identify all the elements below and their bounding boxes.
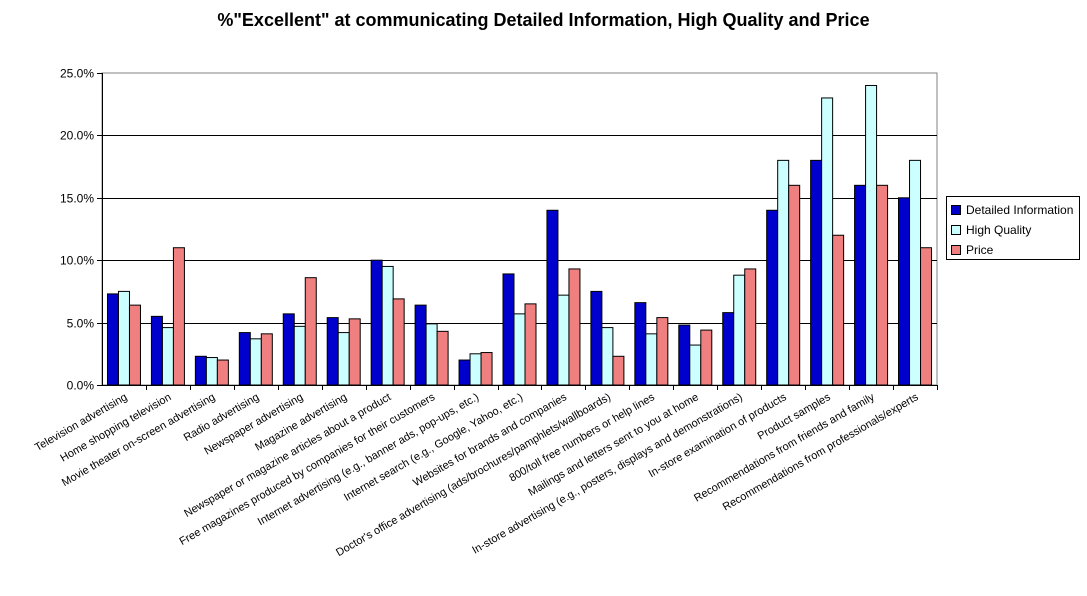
bar-high-quality <box>513 313 526 386</box>
bar-detailed-information <box>414 304 427 386</box>
bar-high-quality <box>381 265 394 386</box>
legend-item-price: Price <box>951 240 1079 260</box>
legend-item-high-quality: High Quality <box>951 220 1079 240</box>
bar-detailed-information <box>150 315 163 386</box>
bar-detailed-information <box>722 312 735 386</box>
bar-price <box>348 318 361 386</box>
bar-price <box>128 304 141 386</box>
bar-price <box>216 359 229 386</box>
legend-label-high-quality: High Quality <box>966 223 1032 237</box>
bar-detailed-information <box>282 313 295 386</box>
legend-label-price: Price <box>966 243 994 257</box>
bar-high-quality <box>733 274 746 386</box>
bar-detailed-information <box>898 197 911 386</box>
bar-price <box>480 352 493 386</box>
bar-detailed-information <box>106 293 119 386</box>
bar-price <box>920 247 933 386</box>
bar-high-quality <box>249 338 262 386</box>
bar-price <box>436 330 449 386</box>
bar-high-quality <box>645 333 658 386</box>
y-tick-label: 25.0% <box>60 67 94 81</box>
bar-detailed-information <box>678 324 691 386</box>
bar-price <box>744 268 757 386</box>
legend-label-detailed-information: Detailed Information <box>966 203 1074 217</box>
bar-price <box>832 234 845 386</box>
bar-detailed-information <box>326 317 339 386</box>
bar-high-quality <box>601 327 614 386</box>
bar-price <box>260 333 273 386</box>
legend-swatch-detailed-information <box>951 205 961 215</box>
bar-high-quality <box>689 344 702 386</box>
bar-high-quality <box>777 159 790 386</box>
bar-detailed-information <box>194 355 207 386</box>
bar-high-quality <box>557 294 570 386</box>
bar-price <box>876 184 889 386</box>
bar-price <box>524 303 537 386</box>
legend-swatch-high-quality <box>951 225 961 235</box>
bar-price <box>788 184 801 386</box>
bar-price <box>172 247 185 386</box>
bar-detailed-information <box>590 290 603 386</box>
bar-price <box>656 317 669 386</box>
y-tick-label: 5.0% <box>67 317 95 331</box>
bar-detailed-information <box>370 259 383 386</box>
bar-detailed-information <box>238 332 251 386</box>
bar-price <box>304 277 317 386</box>
y-tick-label: 20.0% <box>60 129 94 143</box>
chart-legend: Detailed Information High Quality Price <box>946 196 1080 260</box>
bar-detailed-information <box>546 209 559 386</box>
bar-high-quality <box>865 84 878 386</box>
bar-detailed-information <box>502 273 515 386</box>
bar-high-quality <box>161 327 174 386</box>
bar-high-quality <box>337 332 350 386</box>
y-tick-label: 0.0% <box>67 379 95 393</box>
chart-title: %"Excellent" at communicating Detailed I… <box>217 10 870 30</box>
bar-detailed-information <box>458 359 471 386</box>
legend-item-detailed-information: Detailed Information <box>951 200 1079 220</box>
bar-detailed-information <box>854 184 867 386</box>
bar-high-quality <box>469 353 482 386</box>
bar-high-quality <box>909 159 922 386</box>
bar-high-quality <box>425 323 438 386</box>
bar-detailed-information <box>634 302 647 386</box>
bar-price <box>700 329 713 386</box>
bar-detailed-information <box>810 159 823 386</box>
bar-high-quality <box>293 325 306 386</box>
bar-high-quality <box>117 290 130 386</box>
bar-price <box>392 298 405 386</box>
y-tick-label: 10.0% <box>60 254 94 268</box>
bar-price <box>612 355 625 386</box>
legend-swatch-price <box>951 245 961 255</box>
bar-high-quality <box>821 97 834 386</box>
bar-high-quality <box>205 357 218 386</box>
y-tick-label: 15.0% <box>60 192 94 206</box>
bar-price <box>568 268 581 386</box>
bar-detailed-information <box>766 209 779 386</box>
